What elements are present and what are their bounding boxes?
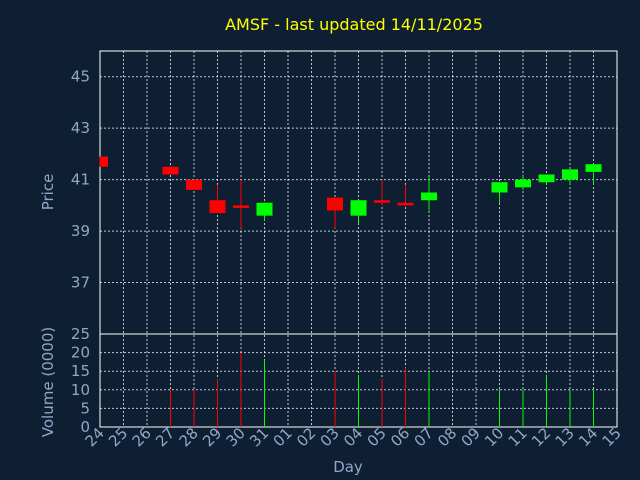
volume-tick-label: 25 [71, 325, 90, 343]
x-tick-label: 26 [129, 424, 155, 450]
price-tick-label: 37 [71, 274, 90, 292]
candle-body [421, 192, 437, 201]
x-tick-label: 13 [552, 424, 578, 450]
x-tick-label: 09 [458, 424, 484, 450]
x-tick-label: 02 [293, 424, 319, 450]
candle-body [397, 202, 414, 206]
volume-tick-label: 0 [80, 418, 90, 436]
x-tick-label: 05 [364, 424, 390, 450]
candle-body [562, 169, 578, 180]
x-tick-label: 01 [270, 424, 296, 450]
candle-body [585, 164, 602, 172]
volume-tick-label: 5 [80, 399, 90, 417]
candle-body [327, 197, 343, 211]
price-axis-label: Price [39, 174, 57, 211]
candle-body [186, 179, 202, 190]
candle-body [233, 205, 249, 208]
x-tick-label: 27 [152, 424, 178, 450]
price-tick-label: 39 [71, 222, 90, 240]
x-tick-label: 07 [411, 424, 437, 450]
candle-body [162, 166, 179, 175]
x-axis-label: Day [333, 458, 363, 476]
candle-body [538, 174, 555, 183]
chart-title: AMSF - last updated 14/11/2025 [225, 15, 483, 34]
x-tick-label: 04 [340, 424, 366, 450]
candle-body [491, 182, 508, 193]
x-tick-label: 11 [505, 424, 531, 450]
x-tick-label: 14 [575, 424, 601, 450]
x-tick-label: 03 [317, 424, 343, 450]
candle-body [100, 156, 108, 167]
volume-tick-label: 10 [71, 381, 90, 399]
price-tick-label: 41 [71, 171, 90, 189]
x-tick-label: 28 [176, 424, 202, 450]
candle-body [256, 202, 273, 216]
candle-body [209, 200, 226, 214]
x-tick-label: 29 [199, 424, 225, 450]
price-panel: 37 39 41 43 45 [71, 50, 618, 427]
candle-body [350, 200, 367, 216]
x-tick-label: 31 [246, 424, 272, 450]
volume-axis-label: Volume (0000) [39, 327, 57, 437]
candle-body [515, 179, 531, 188]
candle-body [374, 200, 390, 203]
x-tick-label: 25 [105, 424, 131, 450]
price-tick-label: 45 [71, 68, 90, 86]
x-tick-label: 12 [528, 424, 554, 450]
price-tick-label: 43 [71, 119, 90, 137]
volume-tick-label: 20 [71, 344, 90, 362]
x-tick-label: 10 [481, 424, 507, 450]
x-tick-label: 08 [434, 424, 460, 450]
x-tick-label: 15 [599, 424, 625, 450]
x-axis: 2425262728293031010203040506070809101112… [82, 424, 625, 450]
volume-tick-label: 15 [71, 362, 90, 380]
x-tick-label: 06 [387, 424, 413, 450]
x-tick-label: 30 [223, 424, 249, 450]
